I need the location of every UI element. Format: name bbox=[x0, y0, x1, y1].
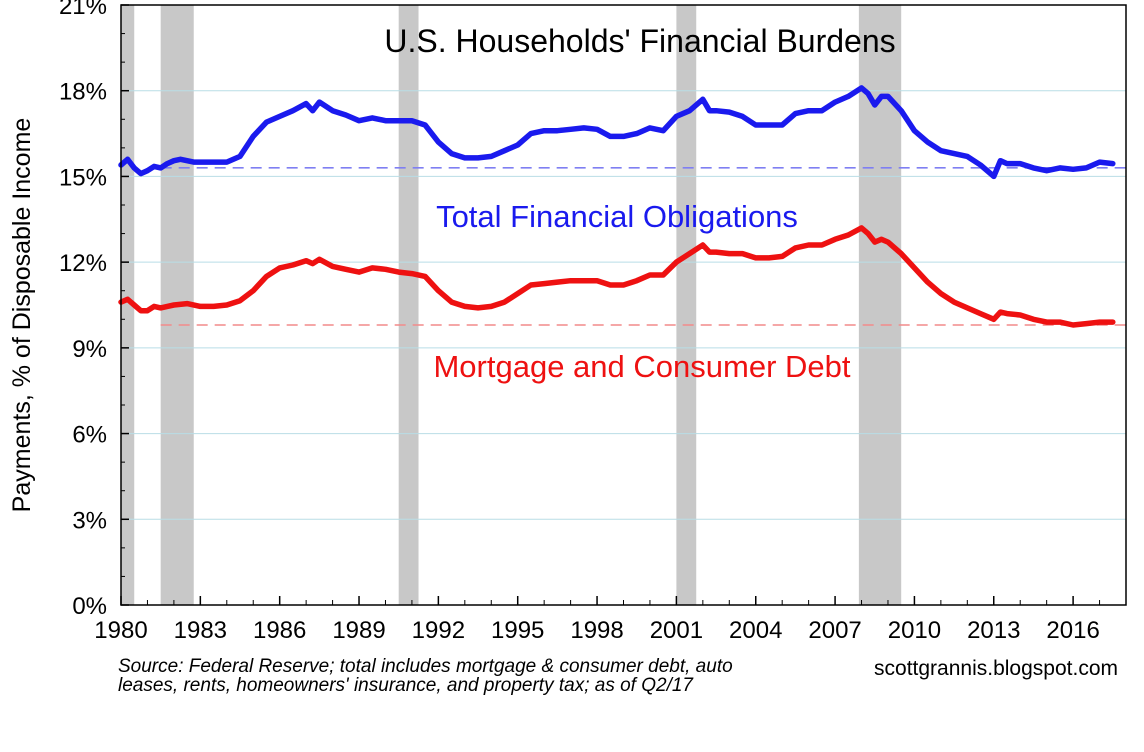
x-tick-label: 2001 bbox=[650, 617, 703, 644]
y-tick-label: 21% bbox=[59, 0, 107, 20]
y-tick-label: 3% bbox=[72, 507, 107, 534]
x-tick-label: 1983 bbox=[174, 617, 227, 644]
y-tick-label: 12% bbox=[59, 250, 107, 277]
y-tick-label: 9% bbox=[72, 336, 107, 363]
source-note: Source: Federal Reserve; total includes … bbox=[118, 656, 733, 696]
y-tick-label: 15% bbox=[59, 164, 107, 191]
y-tick-label: 0% bbox=[72, 593, 107, 620]
x-tick-label: 1989 bbox=[332, 617, 385, 644]
series-label-total-financial-obligations: Total Financial Obligations bbox=[436, 199, 798, 234]
recession-band bbox=[121, 5, 135, 605]
x-axis-ticks: 1980 1983 1986 1989 1992 1995 1998 2001 2004 2007… bbox=[94, 596, 1127, 644]
series-label-mortgage-and-consumer-debt: Mortgage and Consumer Debt bbox=[433, 349, 850, 384]
x-tick-label: 1986 bbox=[253, 617, 306, 644]
y-tick-label: 18% bbox=[59, 79, 107, 106]
x-tick-label: 2007 bbox=[808, 617, 861, 644]
recession-band bbox=[676, 5, 697, 605]
series-line-mortgage-and-consumer-debt bbox=[118, 225, 1116, 328]
x-tick-label: 1992 bbox=[412, 617, 465, 644]
chart-title: U.S. Households' Financial Burdens bbox=[384, 23, 895, 59]
x-tick-label: 1998 bbox=[570, 617, 623, 644]
x-tick-label: 1980 bbox=[94, 617, 147, 644]
plot-background bbox=[121, 5, 1126, 605]
series-lines bbox=[118, 85, 1116, 328]
y-tick-label: 6% bbox=[72, 422, 107, 449]
gridlines bbox=[121, 90, 1126, 520]
y-axis-label: Payments, % of Disposable Income bbox=[8, 118, 36, 513]
x-tick-label: 2004 bbox=[729, 617, 782, 644]
recession-band bbox=[398, 5, 419, 605]
x-tick-label: 1995 bbox=[491, 617, 544, 644]
y-axis-ticks: 0% 3% 6% 9% 12% 15% 18% 21% bbox=[59, 0, 129, 620]
series-line-total-financial-obligations bbox=[118, 85, 1116, 180]
x-tick-label: 2016 bbox=[1046, 617, 1099, 644]
x-tick-label: 2010 bbox=[888, 617, 941, 644]
watermark: scottgrannis.blogspot.com bbox=[874, 657, 1118, 680]
x-tick-label: 2013 bbox=[967, 617, 1020, 644]
